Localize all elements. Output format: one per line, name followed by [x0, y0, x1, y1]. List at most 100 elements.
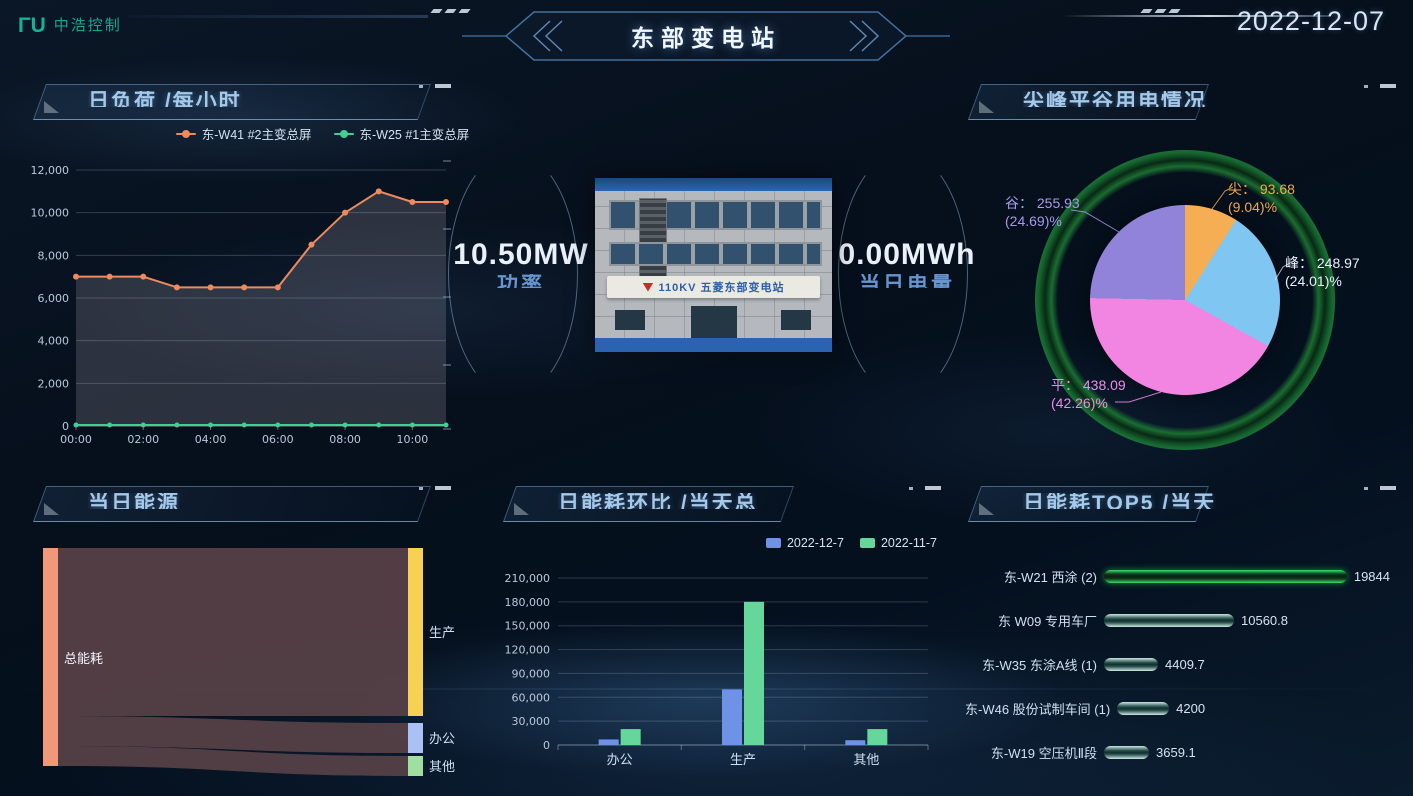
panel-energy-top5-title: 日能耗TOP5 /当天 [965, 486, 1400, 522]
substation-photo: 110KV 五菱东部变电站 [595, 178, 832, 352]
photo-sky [595, 178, 832, 191]
panel-title-text: 日能耗TOP5 /当天 [1023, 493, 1217, 509]
power-label: 功率 [497, 274, 545, 288]
panel-energy-top5: 日能耗TOP5 /当天 东-W21 西涂 (2) 19844 东 W09 专用车厂 1… [965, 486, 1400, 791]
svg-text:8,000: 8,000 [38, 249, 70, 262]
photo-sign: 110KV 五菱东部变电站 [607, 276, 820, 298]
panel-energy-compare-title: 日能耗环比 /当天总 [500, 486, 945, 522]
svg-text:150,000: 150,000 [505, 620, 551, 633]
svg-text:12,000: 12,000 [31, 164, 70, 177]
svg-text:总能耗: 总能耗 [64, 652, 103, 667]
load-line-chart: 0 2,000 4,000 6,000 8,000 10,000 12,000 00:00 02… [31, 164, 449, 446]
pie-label-connectors [1070, 186, 1291, 403]
svg-text:30,000: 30,000 [512, 715, 551, 728]
top5-label: 东-W21 西涂 (2) [1003, 569, 1097, 585]
svg-text:60,000: 60,000 [512, 691, 551, 704]
svg-text:4,000: 4,000 [38, 335, 70, 348]
svg-text:生产: 生产 [730, 753, 756, 768]
title-frame-border [462, 11, 950, 61]
horizon-line [0, 688, 1413, 690]
svg-text:180,000: 180,000 [505, 596, 551, 609]
logo: ΓU 中浩控制 [18, 14, 122, 38]
header-deco-line-left [128, 15, 428, 18]
svg-text:6,000: 6,000 [38, 292, 70, 305]
panel-energy-sankey-title: 当日能源 [30, 486, 455, 522]
svg-text:办公: 办公 [607, 753, 633, 768]
photo-door [691, 306, 737, 340]
photo-window [781, 310, 811, 330]
top5-row: 东-W19 空压机Ⅱ段 3659.1 [965, 730, 1390, 774]
svg-text:06:00: 06:00 [262, 433, 294, 446]
photo-window [615, 310, 645, 330]
station-title-frame: 东部变电站 [446, 10, 966, 62]
svg-text:0: 0 [543, 739, 550, 752]
svg-text:其他: 其他 [429, 760, 455, 775]
svg-text:2,000: 2,000 [38, 377, 70, 390]
legend-item: 东-W41 #2主变总屏 [175, 124, 312, 143]
svg-text:10:00: 10:00 [397, 433, 429, 446]
panel-daily-load: 日负荷 /每小时 东-W41 #2主变总屏 东-W25 #1主变总屏 0 2,000… [30, 84, 469, 446]
header-deco-line-right [1062, 15, 1330, 17]
panel-energy-sankey: 当日能源 生产办公其他 总能耗 [30, 486, 455, 791]
top5-value: 4200 [1176, 700, 1206, 716]
top5-row: 东-W35 东涂A线 (1) 4409.7 [965, 642, 1390, 686]
svg-text:08:00: 08:00 [329, 433, 361, 446]
arc-decoration [436, 148, 578, 400]
pie-slice-label: 峰： 248.97 (24.01)% [1285, 255, 1360, 289]
panel-corner-marks [419, 84, 451, 88]
panel-peak-valley-title: 尖峰平谷用电情况 [965, 84, 1400, 120]
pie-slice-label: 尖： 93.68 (9.04)% [1228, 181, 1295, 215]
pie-slice-label: 平： 438.09 (42.26)% [1051, 377, 1126, 411]
top5-bar [1104, 657, 1158, 671]
svg-text:00:00: 00:00 [60, 433, 92, 446]
top5-bar [1117, 701, 1170, 715]
legend-item: 2022-11-7 [859, 536, 937, 550]
top5-bar [1104, 569, 1347, 583]
daily-energy-metric: 0.00MWh 当日电量 [822, 238, 992, 288]
peak-valley-pie [1090, 205, 1280, 395]
panel-title-text: 日负荷 /每小时 [88, 91, 242, 107]
panel-title-text: 日能耗环比 /当天总 [558, 493, 758, 509]
arc-decoration [826, 148, 968, 400]
compare-bar-chart: 0 30,000 60,000 90,000 120,000 150,000 180,000… [505, 572, 929, 768]
top5-label: 东 W09 专用车厂 [998, 613, 1097, 629]
legend-item: 东-W25 #1主变总屏 [333, 124, 469, 143]
panel-corner-marks [1364, 84, 1396, 88]
compare-chart-legend: 2022-12-7 2022-11-7 [765, 536, 937, 550]
photo-base-band [595, 338, 832, 352]
panel-corner-marks [1364, 486, 1396, 490]
svg-text:04:00: 04:00 [195, 433, 227, 446]
svg-text:0: 0 [62, 420, 69, 433]
svg-text:120,000: 120,000 [505, 644, 551, 657]
daily-energy-value: 0.00MWh [838, 238, 976, 271]
panel-corner-marks [419, 486, 451, 490]
panel-peak-valley: 尖峰平谷用电情况 尖： 93.68 (9.04)% 峰： 248.97 (24.01)… [965, 84, 1400, 454]
top5-value: 4409.7 [1165, 656, 1205, 672]
top5-row: 东 W09 专用车厂 10560.8 [965, 598, 1390, 642]
legend-item: 2022-12-7 [765, 536, 844, 550]
panel-title-text: 当日能源 [88, 493, 180, 509]
panel-daily-load-title: 日负荷 /每小时 [30, 84, 455, 120]
sign-text: 110KV 五菱东部变电站 [658, 282, 785, 294]
sign-logo-icon [642, 282, 654, 292]
panel-title-text: 尖峰平谷用电情况 [1023, 91, 1207, 107]
svg-text:生产: 生产 [429, 626, 455, 641]
svg-text:10,000: 10,000 [31, 207, 70, 220]
panel-energy-compare: 日能耗环比 /当天总 2022-12-7 2022-11-7 0 30,000 60,… [500, 486, 945, 791]
top5-label: 东-W46 股份试制车间 (1) [965, 701, 1111, 717]
top5-bar [1104, 745, 1149, 759]
power-value: 10.50MW [453, 238, 589, 271]
pie-slice-label: 谷： 255.93 (24.69)% [1005, 195, 1080, 229]
power-metric: 10.50MW 功率 [436, 238, 606, 288]
top5-label: 东-W35 东涂A线 (1) [982, 657, 1097, 673]
logo-text: 中浩控制 [53, 17, 122, 34]
svg-text:办公: 办公 [429, 732, 455, 747]
load-chart-legend: 东-W41 #2主变总屏 东-W25 #1主变总屏 [170, 124, 475, 143]
top5-value: 3659.1 [1156, 744, 1196, 760]
top5-value: 10560.8 [1241, 612, 1288, 628]
station-title: 东部变电站 [631, 25, 781, 51]
header-slash-marks-right [1140, 9, 1181, 13]
logo-icon: ΓU [18, 14, 46, 37]
photo-windows-row2 [609, 242, 822, 266]
